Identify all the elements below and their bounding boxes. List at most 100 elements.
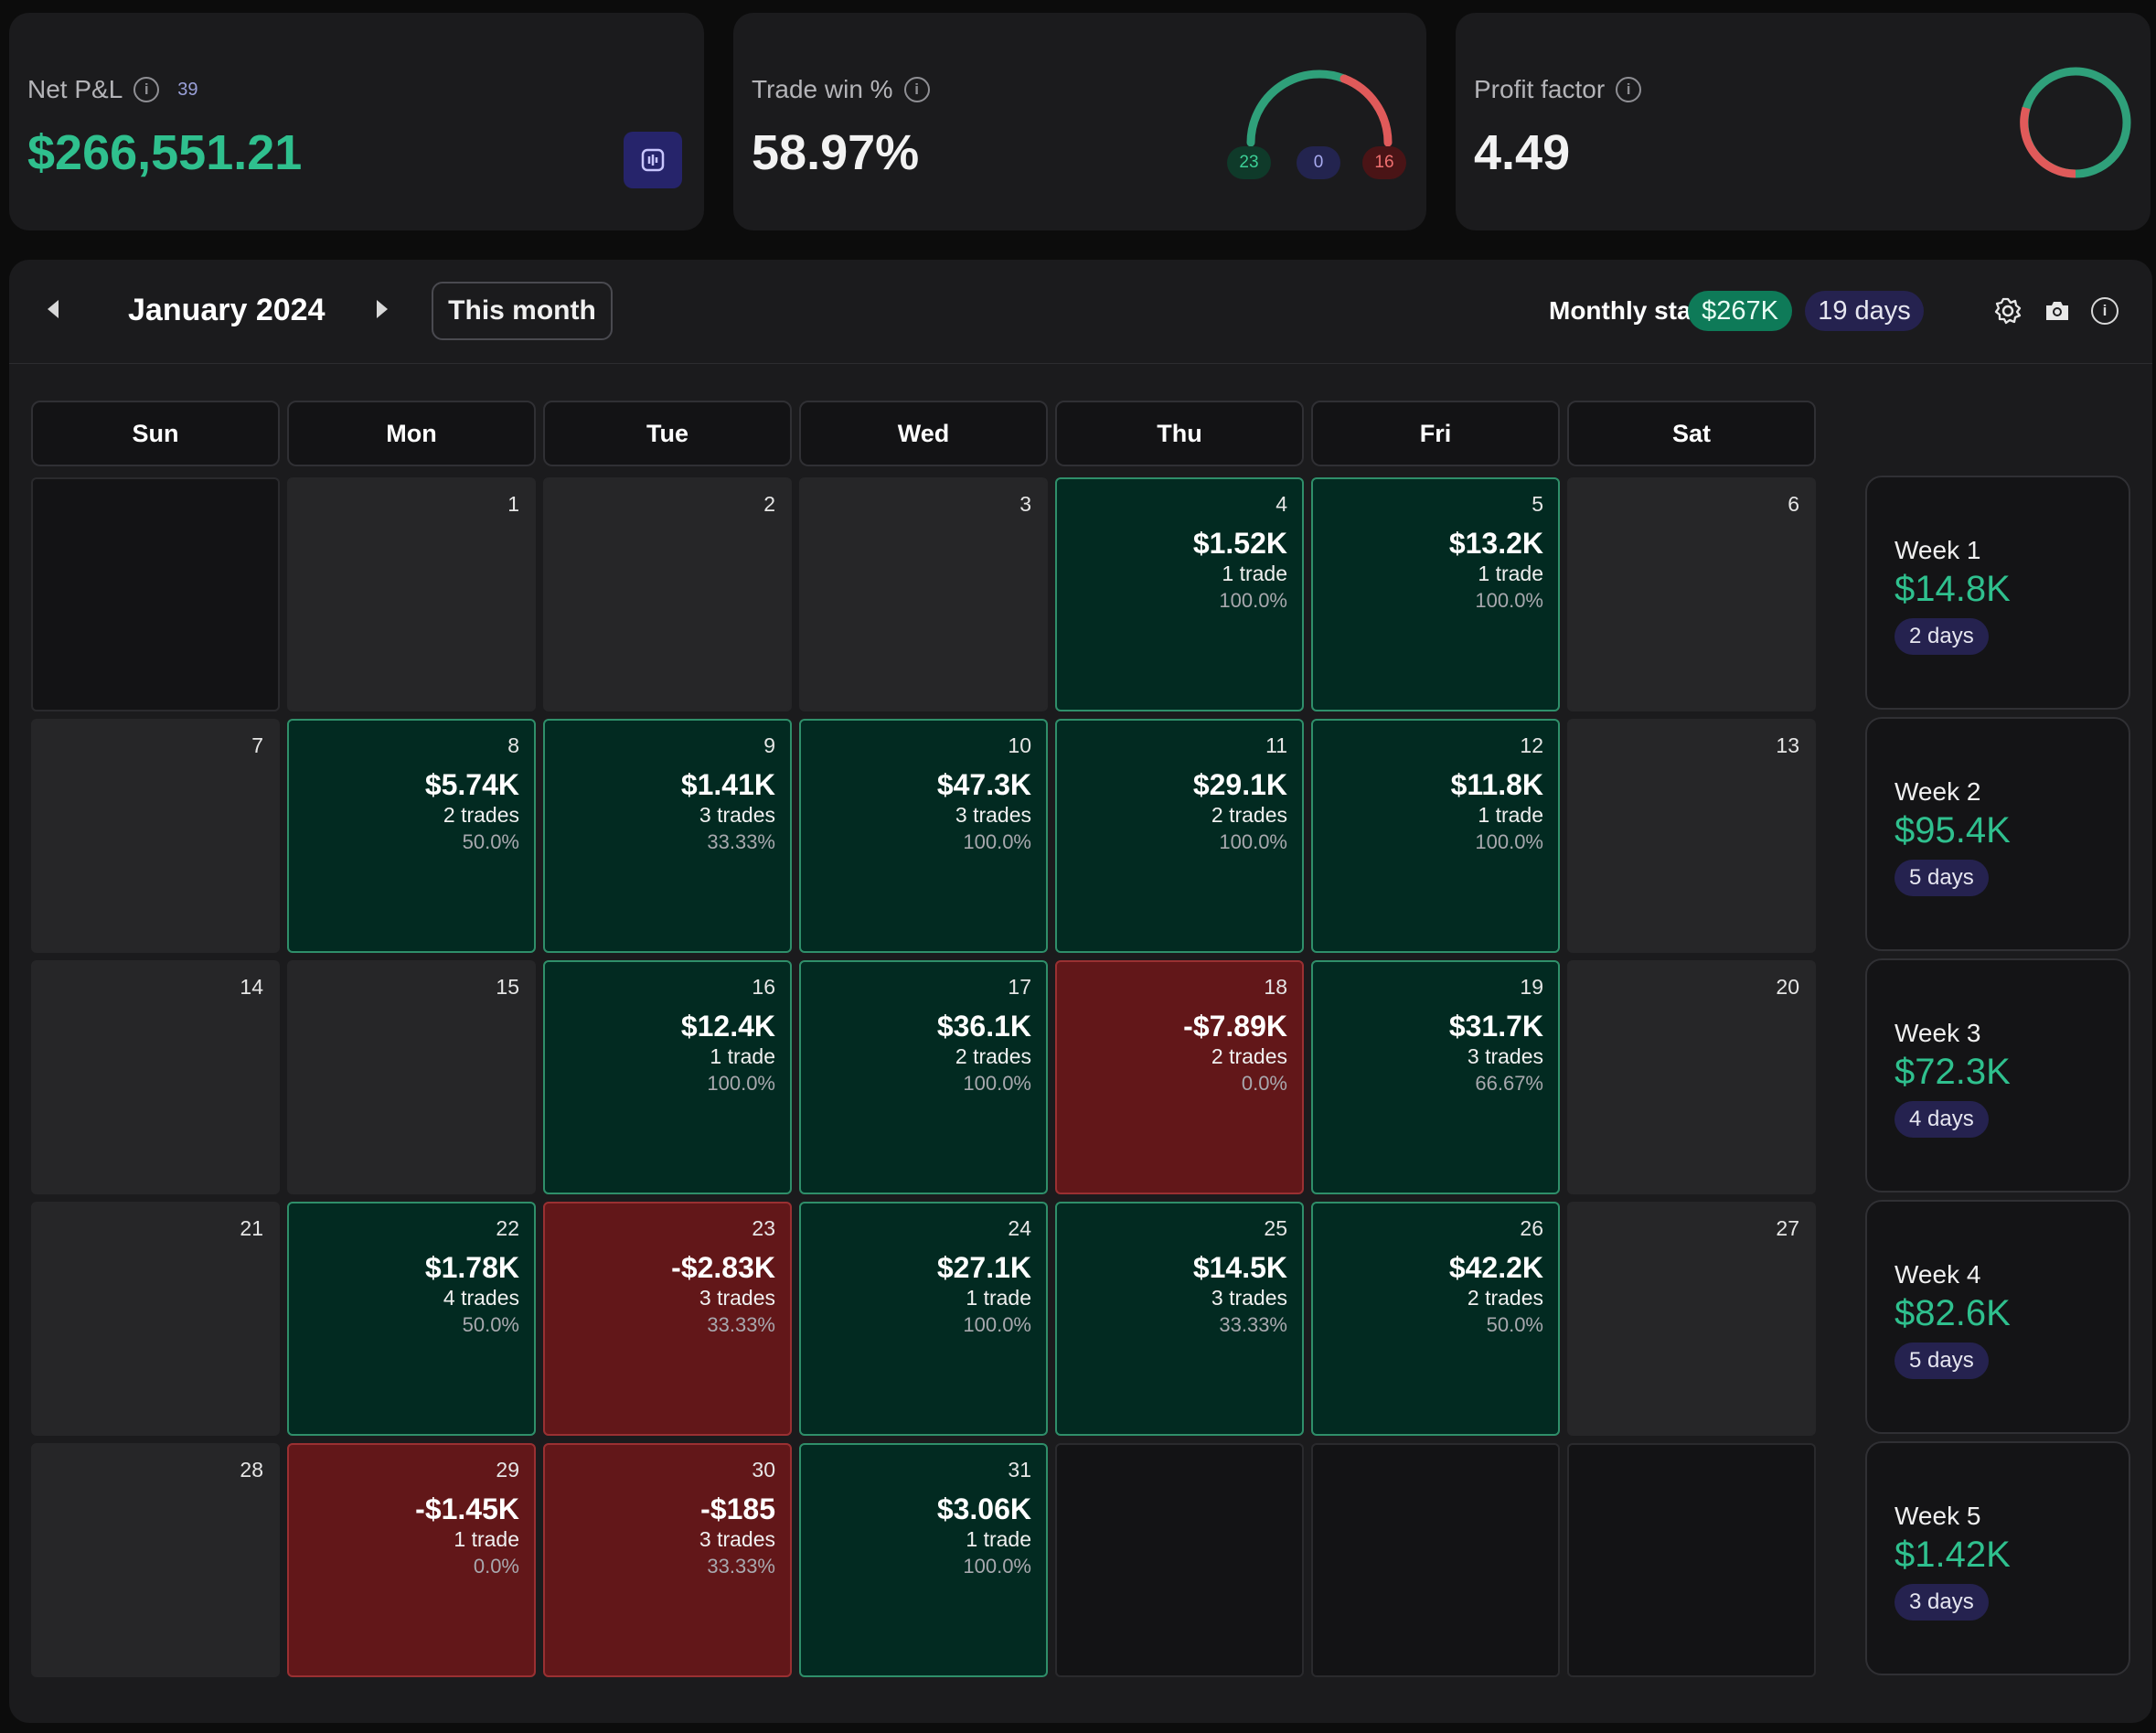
calendar-day-21[interactable]: 21 xyxy=(31,1202,280,1436)
calendar-header: January 2024 This month Monthly stats: $… xyxy=(9,260,2152,364)
calendar-day-25[interactable]: 25 $14.5K 3 trades 33.33% xyxy=(1055,1202,1304,1436)
calendar-day-13[interactable]: 13 xyxy=(1567,719,1816,953)
week-pnl: $82.6K xyxy=(1895,1293,2011,1333)
calendar-day-9[interactable]: 9 $1.41K 3 trades 33.33% xyxy=(543,719,792,953)
day-trades: 2 trades xyxy=(443,803,519,827)
calendar-day-2[interactable]: 2 xyxy=(543,477,792,711)
weekday-thu: Thu xyxy=(1055,401,1304,466)
calendar-day-1[interactable]: 1 xyxy=(287,477,536,711)
this-month-button[interactable]: This month xyxy=(432,282,613,340)
calendar-day-24[interactable]: 24 $27.1K 1 trade 100.0% xyxy=(799,1202,1048,1436)
calendar-day-empty xyxy=(31,477,280,711)
calendar-day-4[interactable]: 4 $1.52K 1 trade 100.0% xyxy=(1055,477,1304,711)
day-trades: 1 trade xyxy=(1478,803,1543,827)
calendar-day-28[interactable]: 28 xyxy=(31,1443,280,1677)
day-number: 17 xyxy=(1008,975,1031,999)
profit-factor-value: 4.49 xyxy=(1474,125,1571,180)
day-number: 14 xyxy=(240,975,263,999)
calendar-day-10[interactable]: 10 $47.3K 3 trades 100.0% xyxy=(799,719,1048,953)
net-pnl-value: $266,551.21 xyxy=(27,125,303,180)
profit-factor-card: Profit factor i 4.49 xyxy=(1456,13,2151,230)
net-pnl-label: Net P&L xyxy=(27,75,123,103)
chart-icon xyxy=(641,148,665,172)
calendar-day-14[interactable]: 14 xyxy=(31,960,280,1194)
calendar-day-22[interactable]: 22 $1.78K 4 trades 50.0% xyxy=(287,1202,536,1436)
weekday-sun: Sun xyxy=(31,401,280,466)
day-win-rate: 66.67% xyxy=(1475,1072,1543,1095)
day-pnl: -$185 xyxy=(700,1492,775,1525)
day-win-rate: 100.0% xyxy=(963,1555,1031,1578)
week-days-badge: 5 days xyxy=(1895,860,1989,896)
week-label: Week 4 xyxy=(1895,1260,1981,1289)
calendar-day-30[interactable]: 30 -$185 3 trades 33.33% xyxy=(543,1443,792,1677)
calendar-day-31[interactable]: 31 $3.06K 1 trade 100.0% xyxy=(799,1443,1048,1677)
week-summary-1[interactable]: Week 1 $14.8K 2 days xyxy=(1865,476,2130,710)
week-summary-4[interactable]: Week 4 $82.6K 5 days xyxy=(1865,1200,2130,1434)
chevron-right-icon[interactable] xyxy=(377,300,388,318)
day-pnl: $27.1K xyxy=(936,1251,1031,1284)
day-pnl: $29.1K xyxy=(1192,768,1287,801)
day-number: 20 xyxy=(1776,975,1799,999)
day-win-rate: 50.0% xyxy=(462,1313,519,1336)
week-summary-5[interactable]: Week 5 $1.42K 3 days xyxy=(1865,1441,2130,1675)
calendar-day-8[interactable]: 8 $5.74K 2 trades 50.0% xyxy=(287,719,536,953)
week-summary-2[interactable]: Week 2 $95.4K 5 days xyxy=(1865,717,2130,951)
calendar-day-16[interactable]: 16 $12.4K 1 trade 100.0% xyxy=(543,960,792,1194)
info-icon[interactable]: i xyxy=(1616,77,1642,102)
day-number: 13 xyxy=(1776,733,1799,757)
week-days-badge: 4 days xyxy=(1895,1101,1989,1138)
week-label: Week 2 xyxy=(1895,777,1981,806)
week-summary-3[interactable]: Week 3 $72.3K 4 days xyxy=(1865,958,2130,1193)
day-trades: 3 trades xyxy=(1467,1044,1543,1068)
trade-win-label: Trade win % xyxy=(752,75,893,103)
day-number: 24 xyxy=(1008,1216,1031,1240)
day-pnl: $11.8K xyxy=(1450,768,1543,801)
calendar-day-17[interactable]: 17 $36.1K 2 trades 100.0% xyxy=(799,960,1048,1194)
day-win-rate: 100.0% xyxy=(1475,589,1543,612)
settings-icon[interactable] xyxy=(1991,294,2024,327)
calendar-day-18[interactable]: 18 -$7.89K 2 trades 0.0% xyxy=(1055,960,1304,1194)
calendar-day-29[interactable]: 29 -$1.45K 1 trade 0.0% xyxy=(287,1443,536,1677)
chart-icon-button[interactable] xyxy=(624,132,682,188)
month-title: January 2024 xyxy=(128,293,326,327)
camera-icon[interactable] xyxy=(2041,294,2074,327)
calendar-day-23[interactable]: 23 -$2.83K 3 trades 33.33% xyxy=(543,1202,792,1436)
day-trades: 1 trade xyxy=(966,1286,1031,1310)
calendar-day-11[interactable]: 11 $29.1K 2 trades 100.0% xyxy=(1055,719,1304,953)
calendar-day-12[interactable]: 12 $11.8K 1 trade 100.0% xyxy=(1311,719,1560,953)
day-win-rate: 33.33% xyxy=(707,1313,775,1336)
week-label: Week 3 xyxy=(1895,1019,1981,1047)
net-pnl-card: Net P&L i 39 $266,551.21 xyxy=(9,13,704,230)
day-pnl: $42.2K xyxy=(1448,1251,1543,1284)
day-pnl: $12.4K xyxy=(680,1010,775,1043)
info-icon[interactable]: i xyxy=(2088,294,2121,327)
day-trades: 4 trades xyxy=(443,1286,519,1310)
calendar-day-5[interactable]: 5 $13.2K 1 trade 100.0% xyxy=(1311,477,1560,711)
calendar-day-20[interactable]: 20 xyxy=(1567,960,1816,1194)
profit-factor-label-row: Profit factor i xyxy=(1474,75,1642,104)
day-number: 9 xyxy=(763,733,775,757)
info-icon[interactable]: i xyxy=(133,77,160,102)
calendar-day-3[interactable]: 3 xyxy=(799,477,1048,711)
day-pnl: $47.3K xyxy=(936,768,1031,801)
day-number: 7 xyxy=(251,733,263,757)
calendar-day-27[interactable]: 27 xyxy=(1567,1202,1816,1436)
calendar-day-6[interactable]: 6 xyxy=(1567,477,1816,711)
day-trades: 3 trades xyxy=(1211,1286,1287,1310)
ring-loss-segment xyxy=(2020,106,2076,178)
chevron-left-icon[interactable] xyxy=(48,300,59,318)
weekday-sat: Sat xyxy=(1567,401,1816,466)
calendar-day-19[interactable]: 19 $31.7K 3 trades 66.67% xyxy=(1311,960,1560,1194)
profit-factor-ring xyxy=(2020,67,2131,178)
calendar-day-26[interactable]: 26 $42.2K 2 trades 50.0% xyxy=(1311,1202,1560,1436)
day-number: 23 xyxy=(752,1216,775,1240)
day-pnl: $3.06K xyxy=(936,1492,1031,1525)
day-pnl: $1.78K xyxy=(424,1251,519,1284)
day-pnl: $14.5K xyxy=(1192,1251,1287,1284)
day-number: 11 xyxy=(1265,733,1287,757)
calendar-day-15[interactable]: 15 xyxy=(287,960,536,1194)
day-win-rate: 33.33% xyxy=(1219,1313,1287,1336)
profit-factor-label: Profit factor xyxy=(1474,75,1606,103)
info-icon[interactable]: i xyxy=(903,77,930,102)
calendar-day-7[interactable]: 7 xyxy=(31,719,280,953)
